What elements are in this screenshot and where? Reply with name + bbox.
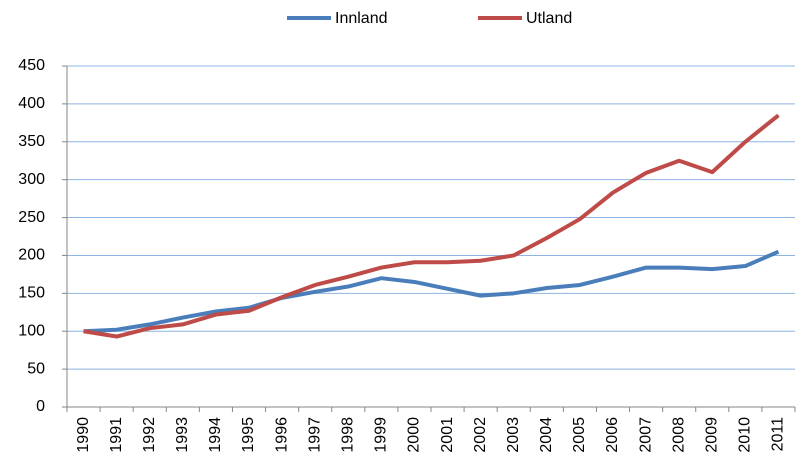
x-tick-label: 2002 <box>472 417 489 453</box>
x-tick-label: 2010 <box>737 417 754 453</box>
legend-label: Innland <box>335 10 388 27</box>
x-tick-label: 2005 <box>571 417 588 453</box>
x-tick-label: 2001 <box>439 417 456 453</box>
x-tick-label: 2006 <box>604 417 621 453</box>
y-tick-label: 100 <box>18 322 45 339</box>
x-tick-label: 2007 <box>637 417 654 453</box>
x-tick-label: 2000 <box>406 417 423 453</box>
x-tick-label: 2008 <box>670 417 687 453</box>
x-tick-label: 1991 <box>108 417 125 453</box>
x-tick-label: 2009 <box>703 417 720 453</box>
line-series <box>83 249 780 334</box>
y-tick-label: 250 <box>18 209 45 226</box>
x-tick-label: 2011 <box>770 417 787 452</box>
y-tick-label: 50 <box>27 360 45 377</box>
y-tick-label: 450 <box>18 57 45 74</box>
y-tick-label: 300 <box>18 171 45 188</box>
x-tick-label: 2003 <box>505 417 522 453</box>
x-tick-label: 1999 <box>373 417 390 453</box>
y-tick-label: 350 <box>18 133 45 150</box>
y-tick-label: 150 <box>18 285 45 302</box>
x-tick-label: 1992 <box>141 417 158 453</box>
x-tick-label: 2004 <box>538 417 555 453</box>
legend-label: Utland <box>526 10 572 27</box>
x-tick-label: 1994 <box>207 417 224 453</box>
x-tick-label: 1998 <box>339 417 356 453</box>
x-tick-label: 1993 <box>174 417 191 453</box>
y-tick-label: 200 <box>18 247 45 264</box>
x-tick-label: 1995 <box>240 417 257 453</box>
line-series <box>83 113 780 339</box>
x-tick-label: 1996 <box>273 417 290 453</box>
x-tick-label: 1990 <box>75 417 92 453</box>
y-tick-label: 400 <box>18 95 45 112</box>
y-tick-label: 0 <box>36 398 45 415</box>
x-tick-label: 1997 <box>306 417 323 453</box>
